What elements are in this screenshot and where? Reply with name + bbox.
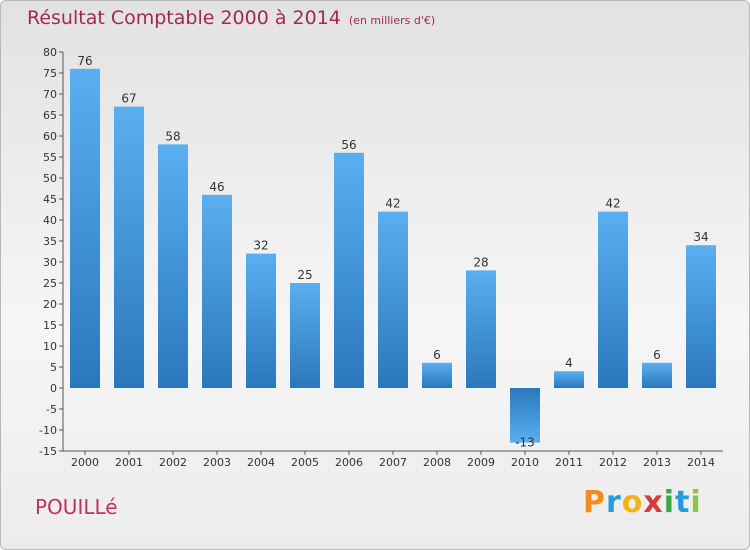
bar-2002: [158, 144, 188, 388]
x-tick-label-2006: 2006: [335, 456, 363, 469]
data-label-2003: 46: [209, 180, 224, 194]
data-label-2010: -13: [515, 436, 535, 450]
x-tick-label-2012: 2012: [599, 456, 627, 469]
data-label-2008: 6: [433, 348, 441, 362]
y-tick-label: 45: [43, 193, 57, 206]
x-tick-label-2011: 2011: [555, 456, 583, 469]
data-label-2005: 25: [297, 268, 312, 282]
bar-2005: [290, 283, 320, 388]
y-tick-label: -5: [46, 403, 57, 416]
x-tick-label-2014: 2014: [687, 456, 715, 469]
data-label-2012: 42: [605, 197, 620, 211]
x-tick-label-2010: 2010: [511, 456, 539, 469]
x-tick-label-2007: 2007: [379, 456, 407, 469]
y-tick-label: 10: [43, 340, 57, 353]
proxiti-logo: Proxiti: [583, 485, 702, 520]
bar-2010: [510, 388, 540, 443]
y-tick-label: 80: [43, 46, 57, 59]
x-tick-label-2000: 2000: [71, 456, 99, 469]
y-tick-label: 0: [50, 382, 57, 395]
bar-2001: [114, 106, 144, 388]
data-label-2001: 67: [121, 92, 136, 106]
y-tick-label: 65: [43, 109, 57, 122]
x-tick-label-2008: 2008: [423, 456, 451, 469]
bar-2012: [598, 211, 628, 388]
data-label-2009: 28: [473, 255, 488, 269]
y-tick-label: 60: [43, 130, 57, 143]
y-tick-label: 50: [43, 172, 57, 185]
logo-letter: o: [621, 485, 644, 520]
y-tick-label: 40: [43, 214, 57, 227]
data-label-2000: 76: [77, 54, 92, 68]
y-tick-label: -10: [39, 424, 57, 437]
logo-letter: t: [675, 485, 691, 520]
bar-2003: [202, 194, 232, 388]
data-label-2013: 6: [653, 348, 661, 362]
data-label-2006: 56: [341, 138, 356, 152]
chart-title-row: Résultat Comptable 2000 à 2014 (en millie…: [27, 7, 435, 29]
bar-2008: [422, 362, 452, 388]
y-tick-label: 20: [43, 298, 57, 311]
logo-letter: r: [606, 485, 622, 520]
x-tick-label-2004: 2004: [247, 456, 275, 469]
x-tick-label-2013: 2013: [643, 456, 671, 469]
bar-2004: [246, 253, 276, 388]
logo-letter: P: [583, 485, 606, 520]
logo-letter: x: [643, 485, 664, 520]
bar-2006: [334, 152, 364, 388]
bar-2009: [466, 270, 496, 388]
bar-2011: [554, 371, 584, 388]
bar-2007: [378, 211, 408, 388]
commune-name: POUILLé: [35, 495, 118, 519]
data-label-2014: 34: [693, 230, 708, 244]
y-tick-label: 5: [50, 361, 57, 374]
data-label-2002: 58: [165, 129, 180, 143]
x-tick-label-2002: 2002: [159, 456, 187, 469]
y-tick-label: 35: [43, 235, 57, 248]
data-label-2007: 42: [385, 197, 400, 211]
data-label-2004: 32: [253, 239, 268, 253]
y-tick-label: 30: [43, 256, 57, 269]
data-label-2011: 4: [565, 356, 573, 370]
x-tick-label-2009: 2009: [467, 456, 495, 469]
x-tick-label-2003: 2003: [203, 456, 231, 469]
logo-letter: i: [663, 485, 676, 520]
bar-2014: [686, 245, 716, 388]
bar-2013: [642, 362, 672, 388]
y-tick-label: 75: [43, 67, 57, 80]
y-tick-label: 55: [43, 151, 57, 164]
chart-title: Résultat Comptable 2000 à 2014: [27, 7, 341, 29]
y-tick-label: 25: [43, 277, 57, 290]
y-tick-label: 70: [43, 88, 57, 101]
bar-2000: [70, 68, 100, 389]
logo-letter: i: [690, 485, 702, 520]
chart-subtitle: (en milliers d'€): [348, 14, 436, 27]
x-tick-label-2001: 2001: [115, 456, 143, 469]
x-tick-label-2005: 2005: [291, 456, 319, 469]
y-tick-label: 15: [43, 319, 57, 332]
y-tick-label: -15: [39, 445, 57, 458]
